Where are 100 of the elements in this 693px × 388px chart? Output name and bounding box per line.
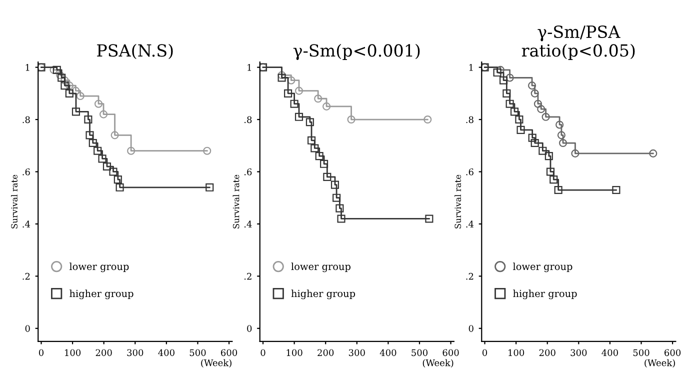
point <box>278 71 286 80</box>
point <box>425 214 434 223</box>
y-tick-label: .6 <box>244 168 252 176</box>
point <box>100 110 108 118</box>
point <box>336 204 344 212</box>
point <box>315 152 324 160</box>
point <box>294 112 304 121</box>
y-tick-label: .8 <box>466 116 474 124</box>
y-tick-label: 0 <box>25 325 30 332</box>
point <box>493 68 502 77</box>
point <box>516 126 525 134</box>
y-tick-label: 0 <box>247 325 252 332</box>
point <box>72 86 80 95</box>
point <box>320 160 328 168</box>
point <box>500 76 508 84</box>
x-tick-label: 100 <box>65 349 81 356</box>
point <box>310 144 319 152</box>
y-tick-label: .6 <box>466 168 474 176</box>
x-axis-title: (Week) <box>644 359 675 368</box>
point <box>314 94 322 103</box>
legend-label: higher group <box>513 290 577 300</box>
point <box>60 82 69 90</box>
x-axis-title: (Week) <box>201 359 232 368</box>
point <box>515 115 524 124</box>
y-tick-label: .4 <box>244 220 252 228</box>
chart-title: γ-Sm(p<0.001) <box>293 44 420 60</box>
point <box>306 118 314 126</box>
x-tick-label: 100 <box>286 349 302 356</box>
legend-label: lower group <box>513 262 572 272</box>
x-tick-label: 200 <box>318 349 334 356</box>
y-tick-label: .4 <box>22 220 30 228</box>
x-tick-label: 0 <box>38 349 44 356</box>
point <box>72 108 80 116</box>
point <box>554 186 562 194</box>
point <box>530 89 539 98</box>
y-tick-label: .2 <box>244 272 252 280</box>
point <box>347 115 356 124</box>
y-tick-label: 1 <box>26 64 30 71</box>
y-tick-label: .4 <box>466 220 474 228</box>
point <box>56 71 64 80</box>
point <box>58 74 66 82</box>
point <box>534 100 542 108</box>
x-tick-label: 600 <box>664 349 681 356</box>
point <box>65 82 74 90</box>
y-tick-label: .2 <box>22 272 30 280</box>
point <box>86 131 94 140</box>
x-tick-label: 400 <box>602 349 618 356</box>
point <box>528 134 536 142</box>
point <box>203 146 212 155</box>
point <box>65 89 74 98</box>
x-tick-label: 200 <box>96 349 112 356</box>
point <box>649 149 658 158</box>
x-tick-label: 500 <box>412 349 428 356</box>
y-tick-label: .6 <box>22 168 30 176</box>
point <box>294 86 304 95</box>
point <box>127 146 136 155</box>
x-tick-label: 100 <box>508 349 524 356</box>
point <box>94 146 102 155</box>
point <box>88 138 97 148</box>
x-tick-label: 300 <box>570 349 587 356</box>
x-tick-label: 200 <box>539 349 556 356</box>
x-tick-label: 0 <box>482 349 488 356</box>
point <box>537 105 546 114</box>
point <box>102 162 111 171</box>
point <box>116 183 124 192</box>
point <box>556 120 564 129</box>
legend-label: lower group <box>291 262 350 272</box>
point <box>546 168 555 176</box>
point <box>206 183 214 192</box>
point <box>510 108 519 116</box>
x-tick-label: 400 <box>380 349 396 356</box>
point <box>307 136 316 144</box>
y-axis-title: Survival rate <box>11 174 18 228</box>
point <box>52 66 61 74</box>
point <box>76 92 84 100</box>
point <box>323 172 332 181</box>
point <box>557 131 566 140</box>
y-tick-label: .8 <box>244 116 252 124</box>
point <box>528 82 536 90</box>
x-tick-label: 400 <box>158 349 174 356</box>
point <box>538 146 547 155</box>
x-tick-label: 600 <box>442 349 459 356</box>
point <box>332 194 341 202</box>
point <box>278 74 286 82</box>
point <box>571 149 580 158</box>
point <box>330 180 340 189</box>
x-tick-label: 500 <box>190 349 206 356</box>
point <box>287 76 296 84</box>
point <box>290 100 298 108</box>
y-axis-title: Survival rate <box>232 174 240 228</box>
point <box>506 100 514 108</box>
point <box>60 76 69 84</box>
y-tick-label: .8 <box>22 116 30 124</box>
point <box>550 176 558 184</box>
point <box>114 176 122 184</box>
point <box>109 168 118 176</box>
legend-label: higher group <box>291 290 356 300</box>
legend-label: higher group <box>70 290 134 300</box>
point <box>98 154 106 163</box>
x-tick-label: 600 <box>221 349 238 356</box>
